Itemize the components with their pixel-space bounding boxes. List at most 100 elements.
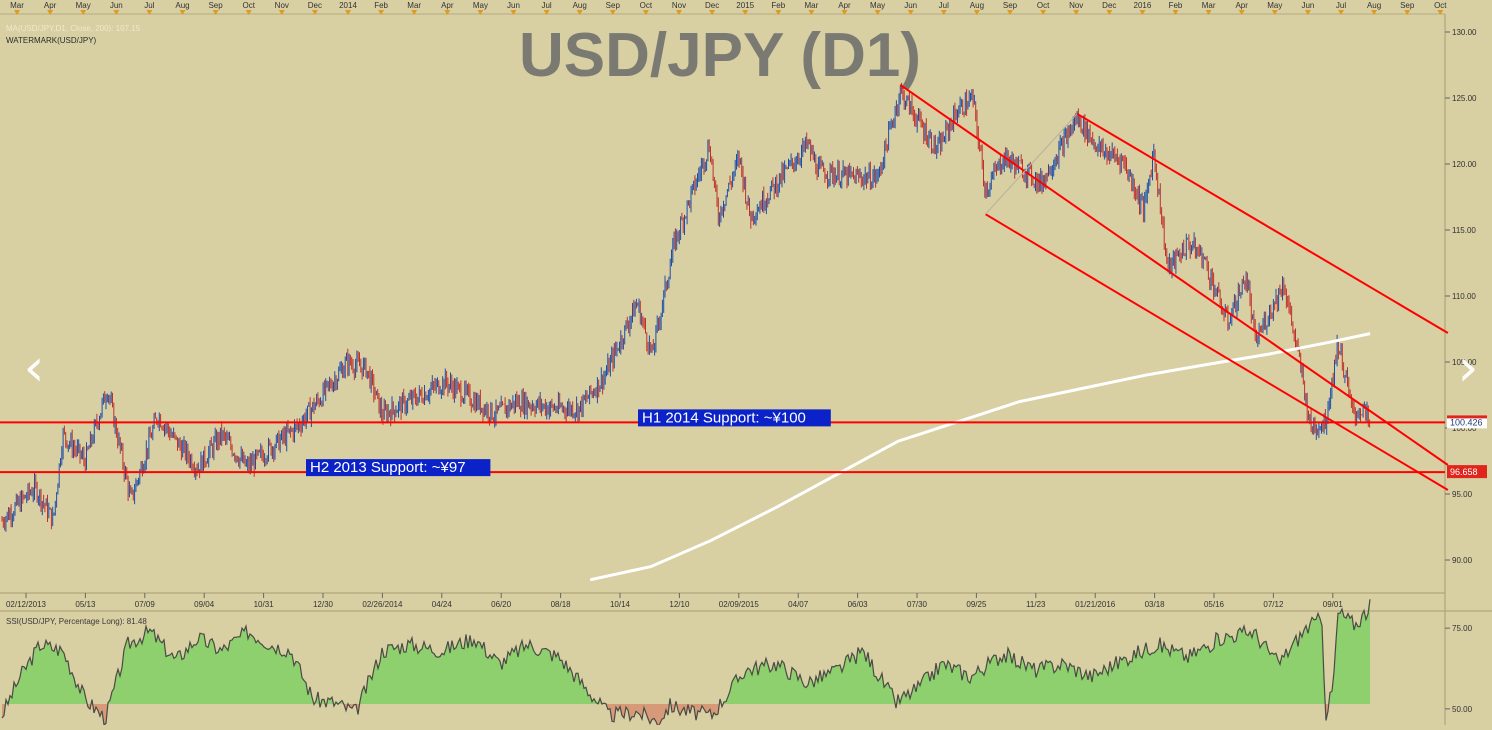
ssi-fill-segment [712,704,714,719]
ssi-fill-segment [576,673,578,705]
ssi-fill-segment [716,704,718,715]
previous-chart-arrow-icon[interactable]: ‹ [23,338,45,398]
ssi-fill-segment [1268,649,1270,705]
month-tick-marker [510,10,517,15]
bottom-date-label: 03/18 [1145,600,1166,609]
ssi-fill-segment [1048,661,1050,705]
ssi-fill-segment [942,661,944,705]
ssi-fill-segment [1192,647,1194,705]
ssi-fill-segment [1238,628,1240,705]
ssi-fill-segment [1330,691,1332,705]
ssi-fill-segment [268,648,270,705]
ssi-fill-segment [1012,653,1014,705]
ssi-fill-segment [416,644,418,705]
ssi-fill-segment [874,676,876,705]
ssi-fill-segment [1252,630,1254,705]
month-tick-marker [1172,10,1179,15]
ssi-fill-segment [950,664,952,705]
ssi-fill-segment [798,674,800,705]
top-month-label: Apr [1235,1,1248,10]
ssi-fill-segment [994,655,996,705]
ssi-fill-segment [788,678,790,705]
ssi-fill-segment [512,648,514,705]
ssi-fill-segment [1214,632,1216,705]
ssi-fill-segment [638,704,640,715]
top-month-label: Oct [1434,1,1447,10]
ssi-fill-segment [550,651,552,705]
ssi-fill-segment [960,665,962,705]
ssi-fill-segment [770,669,772,705]
ssi-fill-segment [1276,653,1278,705]
ssi-fill-segment [432,652,434,705]
ssi-fill-segment [490,654,492,705]
ssi-fill-segment [672,704,674,712]
ssi-fill-segment [1262,642,1264,705]
ssi-fill-segment [1098,672,1100,705]
ssi-fill-segment [1150,653,1152,705]
ssi-fill-segment [230,640,232,705]
ssi-fill-segment [1186,655,1188,705]
ssi-fill-segment [528,640,530,705]
ssi-fill-segment [1040,661,1042,705]
ssi-fill-segment [118,669,120,705]
ssi-fill-segment [754,661,756,705]
ssi-fill-segment [126,636,128,705]
ssi-fill-segment [1064,661,1066,705]
axis-price-tag [1447,415,1487,429]
top-month-label: Feb [771,1,785,10]
ssi-fill-segment [62,650,64,705]
ssi-fill-segment [1106,669,1108,705]
ssi-fill-segment [780,660,782,705]
ssi-fill-segment [890,687,892,705]
ssi-fill-segment [270,646,272,705]
ssi-fill-segment [178,650,180,705]
ssi-fill-segment [402,643,404,705]
ssi-fill-segment [442,653,444,705]
ssi-fill-segment [374,659,376,705]
ssi-fill-segment [16,683,18,705]
ssi-fill-segment [1068,663,1070,705]
ssi-fill-segment [714,704,716,715]
next-chart-arrow-icon[interactable]: › [1457,338,1479,398]
ssi-fill-segment [956,665,958,705]
ssi-fill-segment [766,658,768,705]
ssi-fill-segment [140,638,142,705]
month-tick-marker [1073,10,1080,15]
ssi-fill-segment [1184,655,1186,705]
ssi-fill-segment [1136,645,1138,705]
ssi-fill-segment [294,661,296,705]
ssi-fill-segment [222,644,224,705]
ssi-fill-segment [558,652,560,705]
ssi-fill-segment [496,656,498,705]
ssi-fill-segment [880,673,882,705]
ssi-fill-segment [580,679,582,705]
ssi-fill-segment [860,648,862,705]
ssi-fill-segment [1124,657,1126,705]
ssi-fill-segment [296,661,298,705]
ssi-fill-segment [1302,629,1304,705]
ssi-fill-segment [1044,660,1046,705]
ssi-fill-segment [560,660,562,705]
top-month-label: Jul [1336,1,1346,10]
ssi-fill-segment [504,657,506,705]
ssi-fill-segment [774,662,776,705]
ssi-fill-segment [854,656,856,705]
ssi-fill-segment [1244,626,1246,705]
ssi-fill-segment [954,664,956,705]
ssi-fill-segment [730,682,732,705]
ssi-fill-segment [2,704,4,718]
ssi-fill-segment [1314,619,1316,705]
top-month-label: Mar [407,1,421,10]
ssi-fill-segment [368,675,370,705]
top-month-label: Mar [10,1,24,10]
ssi-fill-segment [1180,648,1182,705]
ssi-fill-segment [824,671,826,705]
ssi-fill-segment [1340,609,1342,705]
ssi-fill-segment [1358,626,1360,705]
ssi-fill-segment [300,664,302,705]
ssi-fill-segment [1304,625,1306,705]
ssi-fill-segment [524,645,526,705]
ssi-fill-segment [1182,648,1184,705]
ssi-fill-segment [1154,650,1156,705]
ssi-fill-segment [1290,645,1292,705]
